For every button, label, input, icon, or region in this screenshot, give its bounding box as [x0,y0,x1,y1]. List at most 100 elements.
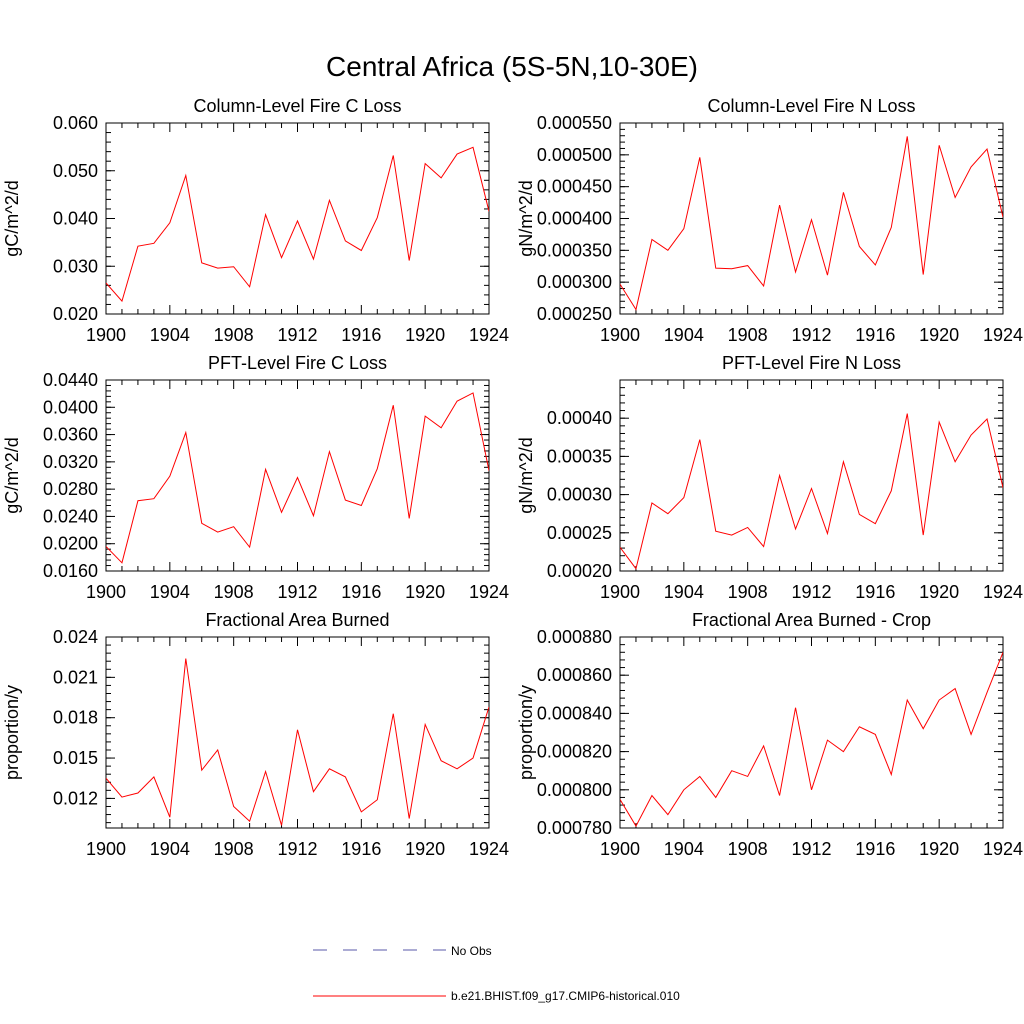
x-tick-label: 1920 [405,839,445,859]
y-tick-label: 0.000450 [537,177,612,197]
series-line [106,392,489,564]
y-axis-label: gC/m^2/d [2,437,22,513]
y-tick-label: 0.000800 [537,780,612,800]
y-tick-label: 0.000780 [537,818,612,838]
y-tick-label: 0.0200 [43,534,98,554]
y-tick-label: 0.0320 [43,452,98,472]
x-tick-label: 1908 [214,325,254,345]
y-tick-label: 0.024 [53,627,98,647]
y-tick-label: 0.050 [53,161,98,181]
y-axis-label: proportion/y [2,685,22,780]
x-tick-label: 1916 [855,582,895,602]
x-tick-label: 1924 [469,582,509,602]
x-tick-label: 1908 [728,582,768,602]
x-tick-label: 1924 [983,839,1023,859]
x-tick-label: 1924 [469,325,509,345]
y-tick-label: 0.000350 [537,240,612,260]
y-tick-label: 0.000550 [537,113,612,133]
x-tick-label: 1908 [728,325,768,345]
x-tick-label: 1904 [150,325,190,345]
panel-title: PFT-Level Fire N Loss [722,353,901,373]
panel-title: Fractional Area Burned - Crop [692,610,931,630]
x-tick-label: 1900 [86,839,126,859]
x-tick-label: 1908 [728,839,768,859]
x-tick-label: 1900 [86,325,126,345]
y-axis-label: gC/m^2/d [2,180,22,256]
x-tick-label: 1920 [405,582,445,602]
series-line [620,413,1003,570]
x-tick-label: 1904 [150,839,190,859]
y-tick-label: 0.000250 [537,304,612,324]
y-tick-label: 0.0280 [43,479,98,499]
x-tick-label: 1920 [919,582,959,602]
panel-3: 1900 1904 1908 1912 1916 1920 1924 0.0160 0.0200… [2,353,509,602]
y-tick-label: 0.000300 [537,272,612,292]
x-tick-label: 1904 [664,839,704,859]
plot-frame [105,122,490,315]
x-tick-label: 1924 [983,325,1023,345]
y-tick-label: 0.0160 [43,561,98,581]
x-tick-label: 1900 [600,839,640,859]
y-tick-label: 0.0400 [43,397,98,417]
x-tick-label: 1916 [855,839,895,859]
x-tick-label: 1904 [664,582,704,602]
plot-frame [619,379,1004,572]
y-tick-label: 0.00035 [547,446,612,466]
x-tick-label: 1920 [919,839,959,859]
legend: No Obs b.e21.BHIST.f09_g17.CMIP6-histori… [313,944,680,1003]
y-tick-label: 0.020 [53,304,98,324]
x-tick-label: 1920 [405,325,445,345]
legend-obs-label: No Obs [451,944,492,958]
y-tick-label: 0.000880 [537,627,612,647]
y-tick-label: 0.000400 [537,209,612,229]
panel-5: 1900 1904 1908 1912 1916 1920 1924 0.012 0.015 0.… [2,610,509,859]
x-tick-label: 1916 [341,325,381,345]
y-tick-label: 0.012 [53,788,98,808]
y-tick-label: 0.060 [53,113,98,133]
x-tick-label: 1924 [983,582,1023,602]
figure-title: Central Africa (5S-5N,10-30E) [326,51,698,82]
y-axis-label: gN/m^2/d [516,180,536,256]
panel-2: 1900 1904 1908 1912 1916 1920 1924 0.000250 0.00… [516,96,1023,345]
x-tick-label: 1916 [855,325,895,345]
x-tick-label: 1900 [600,325,640,345]
x-tick-label: 1908 [214,839,254,859]
x-tick-label: 1912 [791,582,831,602]
panel-4: 1900 1904 1908 1912 1916 1920 1924 0.00020 0.000… [516,353,1023,602]
y-axis-label: gN/m^2/d [516,437,536,513]
panel-title: Column-Level Fire C Loss [193,96,401,116]
y-tick-label: 0.0440 [43,370,98,390]
x-tick-label: 1900 [600,582,640,602]
x-tick-label: 1912 [791,325,831,345]
panels: 1900 1904 1908 1912 1916 1920 1924 0.020 0.030 0.… [2,96,1023,859]
y-tick-label: 0.030 [53,256,98,276]
plot-frame [105,379,490,572]
y-tick-label: 0.0240 [43,506,98,526]
y-tick-label: 0.000500 [537,145,612,165]
y-tick-label: 0.040 [53,209,98,229]
y-tick-label: 0.021 [53,667,98,687]
panel-6: 1900 1904 1908 1912 1916 1920 1924 0.000780 0.00… [516,610,1023,859]
y-tick-label: 0.000840 [537,703,612,723]
x-tick-label: 1912 [277,582,317,602]
y-tick-label: 0.00040 [547,408,612,428]
x-tick-label: 1900 [86,582,126,602]
y-tick-label: 0.000860 [537,665,612,685]
panel-title: Column-Level Fire N Loss [707,96,915,116]
y-axis-label: proportion/y [516,685,536,780]
y-tick-label: 0.00020 [547,561,612,581]
series-line [106,658,489,826]
x-tick-label: 1904 [150,582,190,602]
x-tick-label: 1904 [664,325,704,345]
x-tick-label: 1912 [277,325,317,345]
x-tick-label: 1912 [791,839,831,859]
x-tick-label: 1924 [469,839,509,859]
x-tick-label: 1916 [341,582,381,602]
y-tick-label: 0.00025 [547,523,612,543]
panel-1: 1900 1904 1908 1912 1916 1920 1924 0.020 0.030 0.… [2,96,509,345]
panel-title: PFT-Level Fire C Loss [208,353,387,373]
series-line [620,136,1003,311]
x-tick-label: 1920 [919,325,959,345]
legend-model-label: b.e21.BHIST.f09_g17.CMIP6-historical.010 [451,989,680,1003]
x-tick-label: 1912 [277,839,317,859]
